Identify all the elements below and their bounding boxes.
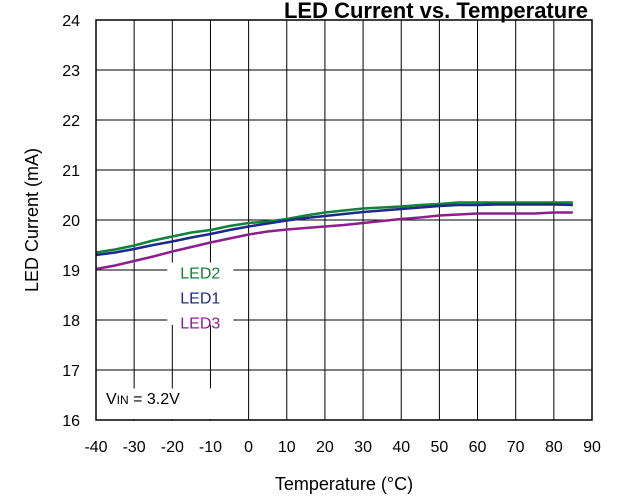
tick-labels: -40 -30 -20 -10 0 10 20 30 40 50 60 70 80 90 16 17 18 19 2… [62, 13, 601, 456]
series-label-led1: LED1 [180, 291, 220, 308]
series-label-led3: LED3 [180, 316, 220, 333]
y-tick-label: 24 [62, 13, 80, 30]
series-layer [95, 201, 573, 271]
x-tick-label: 40 [392, 439, 410, 456]
x-tick-label: 20 [316, 439, 334, 456]
x-tick-label: 30 [354, 439, 372, 456]
x-tick-label: 80 [545, 439, 563, 456]
series-label-led2: LED2 [180, 266, 220, 283]
x-tick-label: -20 [161, 439, 184, 456]
series-line-led2 [95, 201, 573, 254]
y-tick-label: 21 [62, 163, 80, 180]
y-tick-label: 23 [62, 63, 80, 80]
y-tick-label: 16 [62, 413, 80, 430]
x-tick-label: 90 [583, 439, 601, 456]
x-axis-title: Temperature (°C) [275, 474, 413, 494]
plot-frame [95, 19, 593, 421]
y-tick-label: 17 [62, 363, 80, 380]
series-line-led1 [95, 203, 573, 257]
vin-subscript: IN [117, 393, 129, 407]
vin-main: V [106, 391, 117, 408]
x-tick-label: 60 [469, 439, 487, 456]
y-tick-label: 19 [62, 263, 80, 280]
y-axis-title: LED Current (mA) [22, 148, 42, 292]
x-tick-label: 10 [278, 439, 296, 456]
x-tick-label: 50 [430, 439, 448, 456]
annotation-layer: VIN = 3.2V [97, 388, 213, 419]
chart-title: LED Current vs. Temperature [284, 0, 588, 23]
vin-annotation: VIN = 3.2V [106, 391, 180, 408]
x-tick-label: 70 [507, 439, 525, 456]
y-tick-label: 22 [62, 113, 80, 130]
series-label-backdrop [167, 262, 234, 325]
y-tick-label: 18 [62, 313, 80, 330]
series-line-led3 [95, 211, 573, 271]
x-tick-label: -10 [199, 439, 222, 456]
x-tick-label: -40 [84, 439, 107, 456]
x-tick-label: 0 [244, 439, 253, 456]
x-tick-label: -30 [123, 439, 146, 456]
annotation-backdrop [97, 388, 213, 419]
series-labels: LED2 LED1 LED3 [167, 262, 234, 333]
y-tick-label: 20 [62, 213, 80, 230]
vin-value: = 3.2V [129, 391, 180, 408]
